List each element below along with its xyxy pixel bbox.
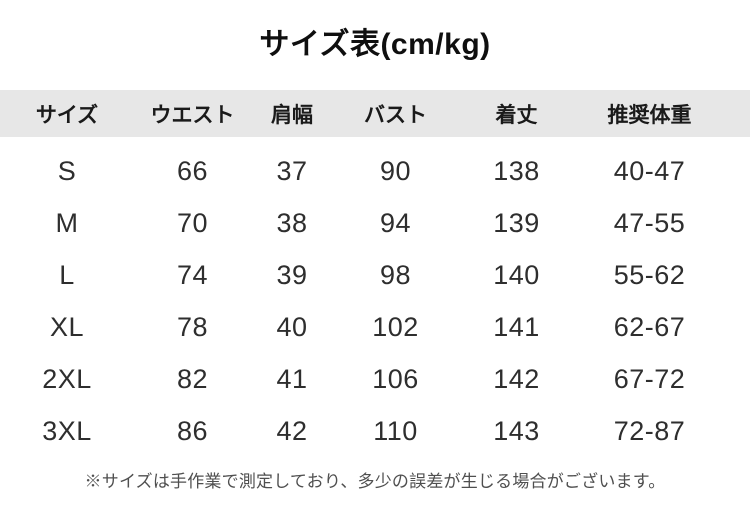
cell-size: 3XL xyxy=(42,415,92,446)
cell-bust: 102 xyxy=(372,311,419,342)
cell-bust: 98 xyxy=(379,259,412,290)
size-chart-title: サイズ表(cm/kg) xyxy=(259,28,491,61)
table-row-xl: XL 78 40 102 141 62-67 xyxy=(0,301,750,353)
column-header-size: サイズ xyxy=(35,103,99,127)
size-chart-table: サイズ ウエスト 肩幅 バスト 着丈 推奨体重 S 66 37 90 138 4… xyxy=(0,90,750,457)
cell-waist: 66 xyxy=(176,155,209,186)
table-row-2xl: 2XL 82 41 106 142 67-72 xyxy=(0,353,750,405)
cell-waist: 82 xyxy=(176,363,209,394)
cell-shoulder-width: 42 xyxy=(276,415,308,446)
cell-waist: 86 xyxy=(176,415,209,446)
cell-recommended-weight: 62-67 xyxy=(613,311,686,342)
cell-recommended-weight: 67-72 xyxy=(613,363,686,394)
cell-waist: 70 xyxy=(176,207,209,238)
cell-shoulder-width: 40 xyxy=(276,311,308,342)
cell-bust: 110 xyxy=(373,415,418,446)
cell-length: 138 xyxy=(493,155,540,186)
table-row-s: S 66 37 90 138 40-47 xyxy=(0,145,750,197)
cell-recommended-weight: 47-55 xyxy=(613,207,686,238)
cell-length: 139 xyxy=(493,207,540,238)
column-header-length: 着丈 xyxy=(495,103,538,127)
cell-shoulder-width: 37 xyxy=(276,155,308,186)
cell-recommended-weight: 55-62 xyxy=(613,259,686,290)
cell-size: M xyxy=(55,207,79,238)
cell-waist: 78 xyxy=(176,311,209,342)
header-row: サイズ ウエスト 肩幅 バスト 着丈 推奨体重 xyxy=(0,90,750,137)
cell-size: 2XL xyxy=(42,363,92,394)
cell-bust: 106 xyxy=(372,363,419,394)
cell-length: 142 xyxy=(493,363,540,394)
cell-size: S xyxy=(57,155,77,186)
column-header-shoulder-width: 肩幅 xyxy=(271,103,313,127)
table-row-3xl: 3XL 86 42 110 143 72-87 xyxy=(0,405,750,457)
cell-bust: 94 xyxy=(379,207,412,238)
cell-shoulder-width: 41 xyxy=(276,363,308,394)
cell-size: XL xyxy=(49,311,85,342)
cell-bust: 90 xyxy=(379,155,412,186)
cell-waist: 74 xyxy=(176,259,209,290)
column-header-bust: バスト xyxy=(364,103,427,127)
cell-recommended-weight: 72-87 xyxy=(613,415,686,446)
table-row-m: M 70 38 94 139 47-55 xyxy=(0,197,750,249)
cell-length: 143 xyxy=(493,415,540,446)
measurement-disclaimer-note: ※サイズは手作業で測定しており、多少の誤差が生じる場合がございます。 xyxy=(84,472,666,491)
column-header-recommended-weight: 推奨体重 xyxy=(607,103,692,127)
cell-size: L xyxy=(59,259,75,290)
cell-recommended-weight: 40-47 xyxy=(613,155,686,186)
cell-shoulder-width: 39 xyxy=(276,259,308,290)
table-row-l: L 74 39 98 140 55-62 xyxy=(0,249,750,301)
column-header-waist: ウエスト xyxy=(150,103,235,127)
cell-shoulder-width: 38 xyxy=(276,207,308,238)
cell-length: 141 xyxy=(493,311,540,342)
table-header: サイズ ウエスト 肩幅 バスト 着丈 推奨体重 xyxy=(0,90,750,137)
cell-length: 140 xyxy=(493,259,540,290)
table-body: S 66 37 90 138 40-47 M 70 38 94 139 47-5… xyxy=(0,137,750,457)
